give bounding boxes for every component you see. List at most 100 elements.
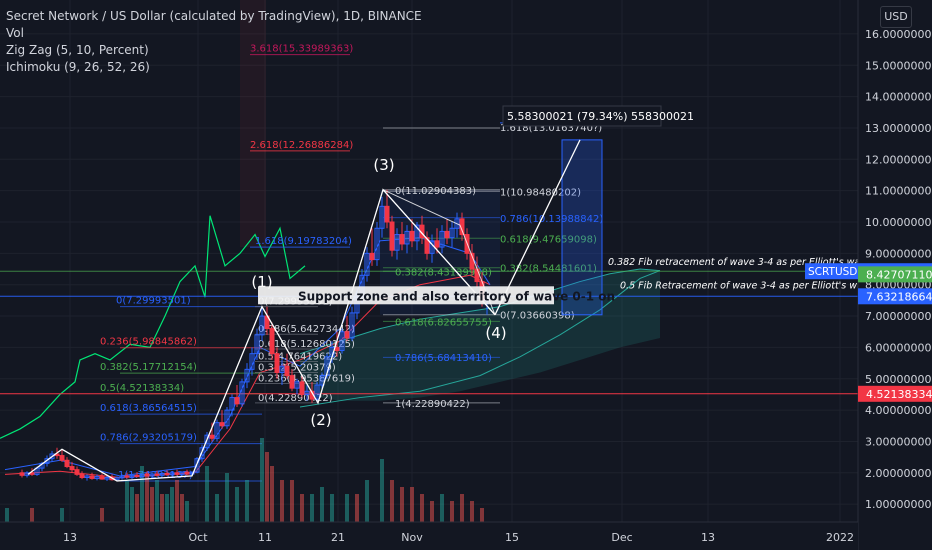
fib-label-wave4: 1.618(13.0163740?) [500,123,602,134]
volume-bar [420,494,424,522]
indicator-ichimoku[interactable]: Ichimoku (9, 26, 52, 26) [6,60,150,74]
candle-body [319,375,325,386]
candle-body [234,397,240,405]
volume-bar [365,480,369,522]
price-badge [858,385,932,402]
candle-body [374,227,380,261]
annotation-support-zone: Support zone and also territory of wave … [258,286,615,305]
candle-body [74,469,80,475]
volume-bar [140,466,144,522]
volume-bar [355,494,359,522]
annotation-text: Support zone and also territory of wave … [298,289,615,303]
candle-body [84,475,90,479]
y-tick-label: 1.00000000 [865,498,931,511]
zigzag-line [27,188,496,482]
candle-body [459,218,465,236]
candle-body [249,353,255,370]
candle-body [179,471,185,475]
annotation-fib-0382: 0.382 Fib retracement of wave 3-4 as per… [608,257,872,268]
volume-bar [135,494,139,522]
x-tick-label: Oct [188,531,208,544]
candle-body [284,365,290,377]
candle-body [239,381,245,405]
y-tick-label: 2.00000000 [865,467,931,480]
wave4-guide [382,189,496,316]
volume-bar [30,508,34,522]
candle-body [119,475,125,479]
y-tick-label: 9.00000000 [865,247,931,260]
candle-body [189,471,195,475]
volume-bar [215,494,219,522]
fib-label-left: 0.5(4.52138334) [100,383,184,394]
candle-body [229,397,235,411]
volume-bar [125,480,129,522]
candle-body [314,384,320,400]
candle-body [424,237,430,254]
candle-body [149,473,155,477]
volume-bar [170,487,174,522]
price-badge [858,288,932,305]
candle-body [294,381,300,389]
indicator-volume[interactable]: Vol [6,26,24,40]
candle-body [144,473,150,477]
candle-body [99,476,105,480]
y-tick-label: 11.00000000 [865,185,932,198]
y-tick-label: 16.00000000 [865,28,932,41]
indicator-zigzag[interactable]: Zig Zag (5, 10, Percent) [6,43,149,57]
volume-bar [5,508,9,522]
annotation-fib-05: 0.5 Fib Retracement of wave 3-4 as per E… [620,281,874,292]
candle-body [344,331,350,339]
candle-body [64,459,70,468]
x-tick-label: 15 [505,531,519,544]
fib-label-wave2: 0.5(4.76419622) [258,352,342,363]
volume-bar [470,501,474,522]
candle-body [134,474,140,478]
projection-line [494,139,581,316]
candle-body [69,466,75,471]
y-tick-label: 3.00000000 [865,435,931,448]
volume-bar [165,494,169,522]
symbol-badge-label: SCRTUSD [808,266,857,278]
candle-body [274,353,280,373]
candle-body [124,475,130,478]
price-badge-value: 4.52138334 [866,388,932,401]
volume-bar [410,487,414,522]
candle-body [184,471,190,475]
symbol-title[interactable]: Secret Network / US Dollar (calculated b… [6,9,422,23]
candle-body [19,472,25,476]
volume-bar [300,494,304,522]
candle-body [369,252,375,261]
fib-label-ext: 3.618(15.33989363) [250,44,353,55]
volume-bar [235,487,239,522]
candle-body [269,328,275,355]
x-tick-label: Nov [401,531,423,544]
y-tick-label: 5.00000000 [865,373,931,386]
candle-body [79,473,85,479]
wave-label: (3) [373,156,394,174]
currency-button[interactable]: USD [880,6,912,28]
x-tick-label: 13 [701,531,715,544]
volume-bar [460,494,464,522]
volume-bar [345,494,349,522]
volume-bar [330,494,334,522]
candle-body [439,230,445,248]
volume-bar [60,508,64,522]
candle-body [104,477,110,480]
chart-legend: Secret Network / US Dollar (calculated b… [6,8,422,76]
fib-label-wave4: 0.786(10.13988842) [500,214,603,225]
volume-bar [245,480,249,522]
candle-body [414,224,420,242]
projection-box [561,139,603,316]
volume-bar [280,480,284,522]
volume-bar [290,480,294,522]
measure-box [502,105,662,127]
candle-body [404,230,410,245]
volume-bar [310,494,314,522]
fib-label-wave4: 0.618(9.47659098) [500,235,597,246]
ichimoku-cloud [300,269,660,401]
fib-label-wave4: 0.382(8.54481601) [500,264,597,275]
candle-body [219,422,225,427]
candle-body [194,458,200,473]
ichimoku-lagging-span [0,215,306,439]
